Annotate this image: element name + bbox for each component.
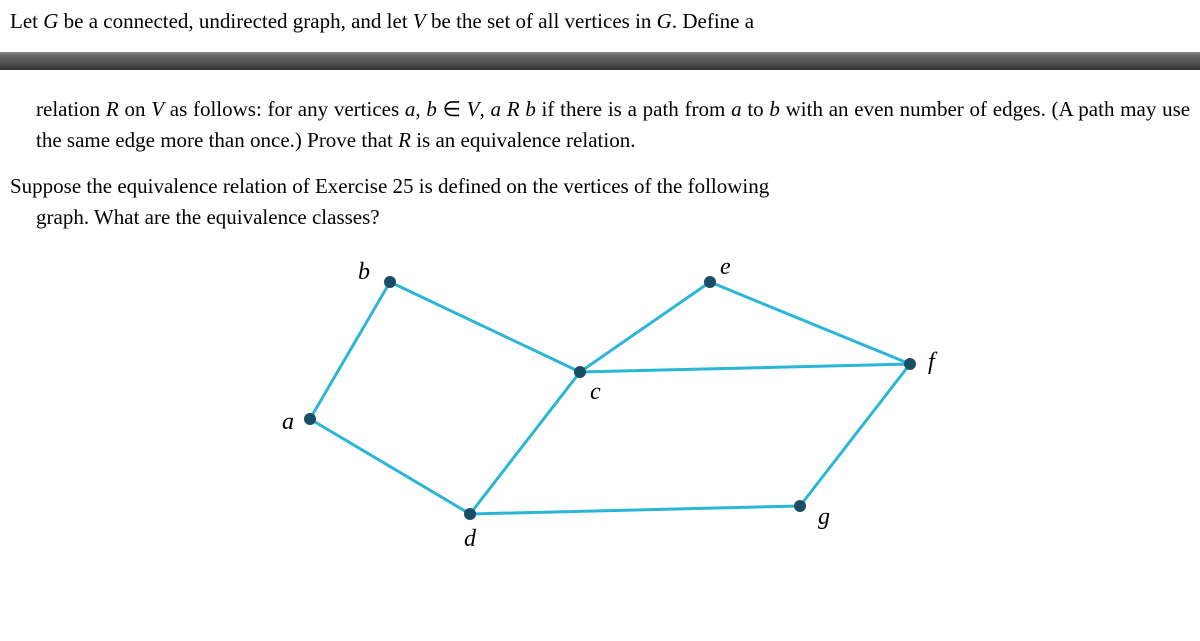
graph-label-c: c <box>590 379 601 405</box>
text: if there is a path from <box>536 97 731 121</box>
graph-edge <box>580 282 710 372</box>
text: , <box>415 97 426 121</box>
graph-label-e: e <box>720 254 731 280</box>
text: Suppose the equivalence relation of Exer… <box>10 174 769 198</box>
var-R: R <box>398 128 411 152</box>
var-R: R <box>106 97 119 121</box>
graph-node-b <box>384 276 396 288</box>
graph-node-g <box>794 500 806 512</box>
graph-node-e <box>704 276 716 288</box>
problem-text: Let G be a connected, undirected graph, … <box>0 0 1200 38</box>
graph-node-f <box>904 358 916 370</box>
graph-edge <box>310 282 390 419</box>
graph-edge <box>580 364 910 372</box>
problem-text-cont: relation R on V as follows: for any vert… <box>0 88 1200 554</box>
var-b: b <box>426 97 437 121</box>
graph-edge <box>800 364 910 506</box>
text: graph. What are the equivalence classes? <box>10 202 1190 234</box>
text: . Define a <box>672 9 754 33</box>
element-of: ∈ <box>437 97 467 121</box>
paragraph-3: Suppose the equivalence relation of Exer… <box>10 171 1190 234</box>
graph-edge <box>470 372 580 514</box>
text: be the set of all vertices in <box>426 9 657 33</box>
paragraph-1: Let G be a connected, undirected graph, … <box>10 6 1190 38</box>
var-V: V <box>467 97 480 121</box>
paragraph-2: relation R on V as follows: for any vert… <box>10 94 1190 157</box>
var-a: a <box>405 97 416 121</box>
graph-edge <box>710 282 910 364</box>
text: on <box>119 97 151 121</box>
graph-label-d: d <box>464 526 477 552</box>
var-b: b <box>769 97 780 121</box>
text: relation <box>36 97 106 121</box>
text: Let <box>10 9 43 33</box>
graph-edge <box>470 506 800 514</box>
var-a: a <box>490 97 501 121</box>
var-V: V <box>413 9 426 33</box>
var-G: G <box>43 9 58 33</box>
graph-node-a <box>304 413 316 425</box>
graph-svg: a b c d e f g <box>220 244 980 554</box>
var-b: b <box>525 97 536 121</box>
graph-node-d <box>464 508 476 520</box>
graph-label-f: f <box>928 349 938 375</box>
var-a: a <box>731 97 742 121</box>
graph-edge <box>390 282 580 372</box>
text: , <box>479 97 490 121</box>
separator-bar <box>0 52 1200 70</box>
var-V: V <box>151 97 164 121</box>
graph-edge <box>310 419 470 514</box>
graph-label-a: a <box>282 409 294 435</box>
text: is an equivalence relation. <box>411 128 636 152</box>
graph-label-g: g <box>818 504 830 530</box>
graph-figure: a b c d e f g <box>10 244 1190 554</box>
var-R: R <box>507 97 520 121</box>
graph-node-c <box>574 366 586 378</box>
text: be a connected, undirected graph, and le… <box>58 9 413 33</box>
graph-label-b: b <box>358 259 370 285</box>
text: as follows: for any vertices <box>164 97 405 121</box>
text: to <box>742 97 770 121</box>
var-G: G <box>657 9 672 33</box>
